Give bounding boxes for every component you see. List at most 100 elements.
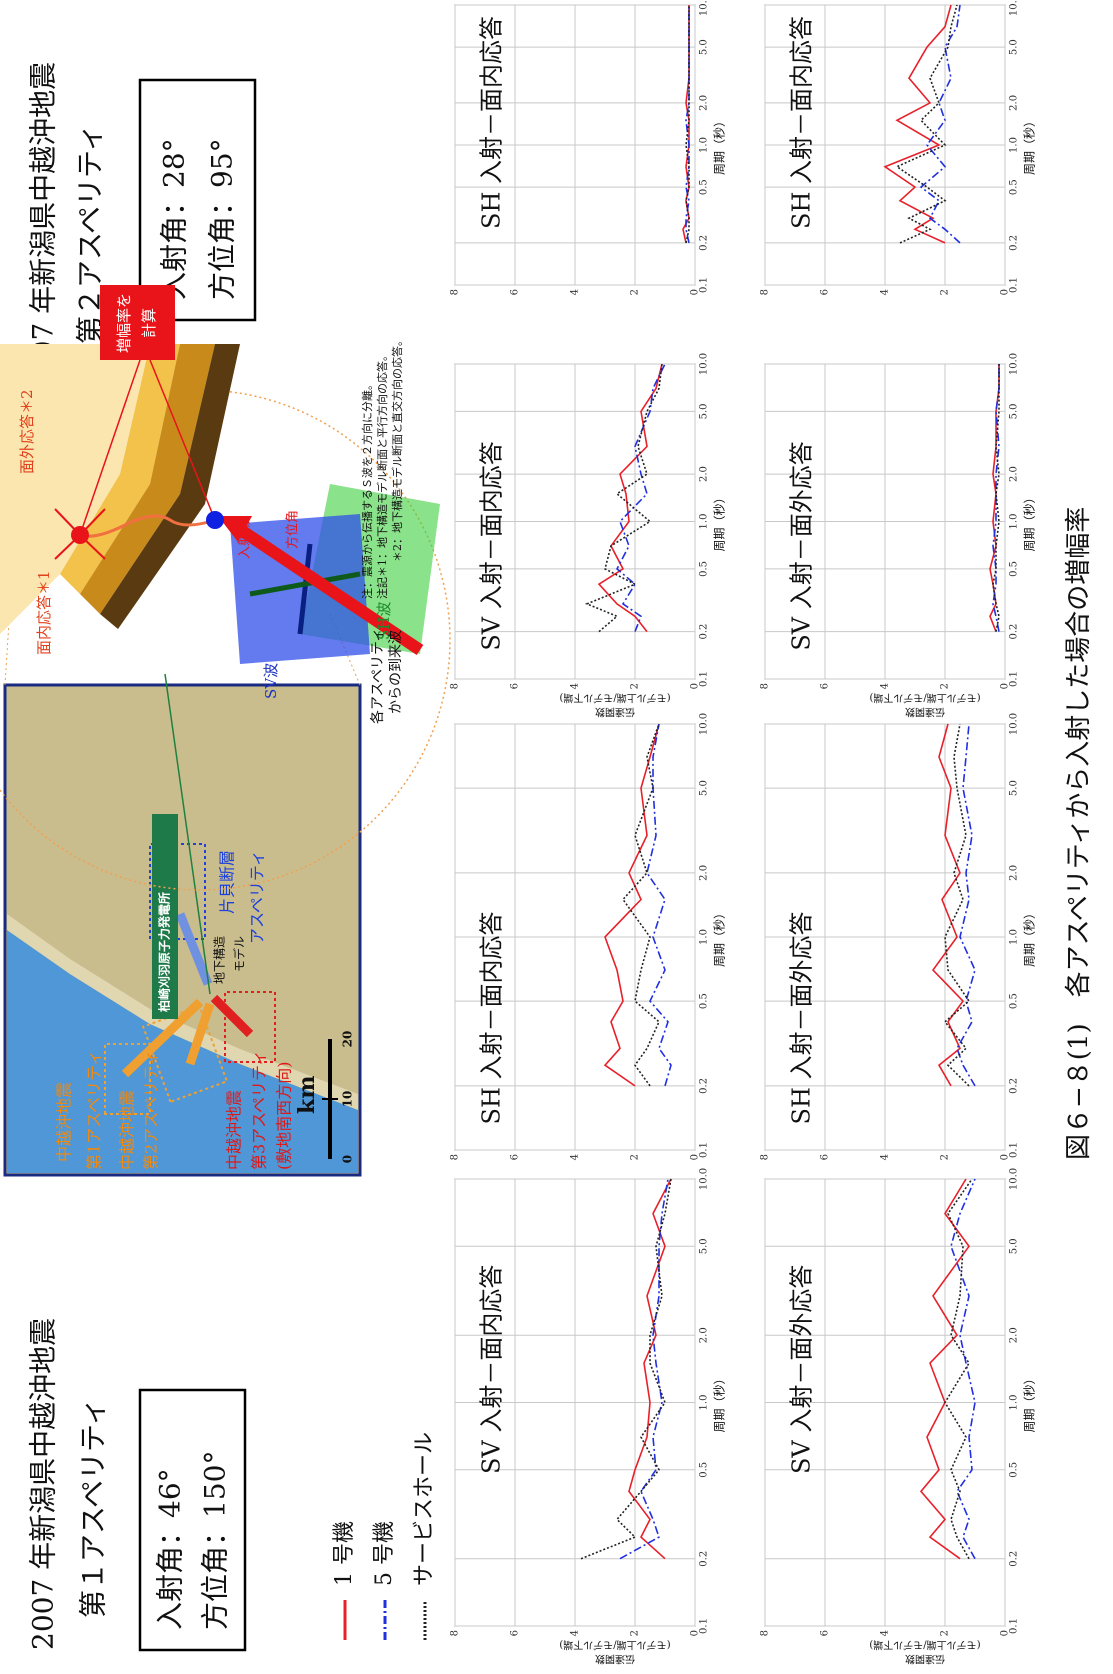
x-tick-label: 0.5 xyxy=(1009,1462,1020,1478)
chart: 0.1 0.2 0.5 1.0 2.0 5.0 10.0 0 2 4 6 8 SH 入射－面外応答 周期（… xyxy=(760,713,1037,1161)
x-axis-label: 周期（秒） xyxy=(713,1372,727,1432)
x-axis-label: 周期（秒） xyxy=(713,115,727,175)
title: 2007 年新潟県中越沖地震 xyxy=(27,62,60,394)
legend-label: 5 号機 xyxy=(372,1521,397,1586)
y-tick-label: 0 xyxy=(690,1154,701,1160)
series-line xyxy=(895,4,958,244)
x-tick-label: 10.0 xyxy=(1009,353,1020,375)
y-tick-label: 6 xyxy=(820,1630,831,1636)
y-tick-label: 0 xyxy=(690,1630,701,1636)
azimuth-label: 方位角 xyxy=(285,510,301,549)
x-tick-label: 2.0 xyxy=(699,95,710,111)
map-label: 片貝断層 xyxy=(218,850,237,914)
x-tick-label: 0.2 xyxy=(699,1551,710,1567)
arrow-1 xyxy=(121,998,204,1078)
y-tick-label: 4 xyxy=(880,1154,891,1160)
series-line xyxy=(992,364,1000,632)
chart: 0.1 0.2 0.5 1.0 2.0 5.0 10.0 0 2 4 6 8 SV 入射－面内応答 周期（… xyxy=(450,353,727,719)
y-tick-label: 4 xyxy=(570,1154,581,1160)
map-label: モデル xyxy=(232,936,247,972)
x-tick-label: 1.0 xyxy=(1009,514,1020,530)
y-tick-label: 0 xyxy=(1000,1630,1011,1636)
series-line xyxy=(992,364,1000,632)
x-tick-label: 0.5 xyxy=(1009,993,1020,1009)
x-tick-label: 1.0 xyxy=(699,514,710,530)
series-line xyxy=(603,723,660,1087)
compute-label: 計算 xyxy=(140,308,158,338)
info-box xyxy=(138,1388,247,1652)
x-tick-label: 5.0 xyxy=(1009,403,1020,419)
series-line xyxy=(950,1178,976,1560)
plant-label: 柏崎刈羽原子力発電所 xyxy=(157,892,172,1012)
x-tick-label: 0.1 xyxy=(699,1142,710,1158)
map-label: 中越沖地震 xyxy=(118,1090,137,1170)
y-tick-label: 6 xyxy=(820,289,831,295)
scale-label: 0 xyxy=(341,1155,355,1163)
y-tick-label: 2 xyxy=(940,1630,951,1636)
in-plane-label: 面内応答＊1 xyxy=(35,570,53,655)
y-tick-label: 6 xyxy=(510,289,521,295)
leader xyxy=(149,359,216,521)
x-tick-label: 2.0 xyxy=(699,865,710,881)
y-tick-label: 6 xyxy=(510,1630,521,1636)
series-line xyxy=(615,363,666,632)
y-axis-label: 伝達関数 xyxy=(905,1653,945,1666)
layer xyxy=(100,344,240,629)
title: 2007 年新潟県中越沖地震 xyxy=(27,1318,60,1650)
compute-box xyxy=(100,285,175,360)
x-tick-label: 10.0 xyxy=(699,1168,710,1190)
x-tick-label: 10.0 xyxy=(1009,713,1020,735)
map-label: 中越沖地震 xyxy=(55,1082,74,1162)
layer xyxy=(0,344,150,634)
x-axis-label: 周期（秒） xyxy=(713,491,727,551)
map-label: 第3アスペリティ xyxy=(250,1050,269,1170)
x-tick-label: 2.0 xyxy=(1009,1327,1020,1343)
chart-title: SH 入射－面外応答 xyxy=(788,911,816,1124)
incidence: 入射角：28° xyxy=(158,138,191,300)
y-tick-label: 0 xyxy=(690,683,701,689)
x-tick-label: 1.0 xyxy=(699,929,710,945)
x-tick-label: 5.0 xyxy=(1009,39,1020,55)
area-1 xyxy=(104,1043,151,1115)
x-tick-label: 0.5 xyxy=(1009,561,1020,577)
x-tick-label: 0.1 xyxy=(699,1618,710,1634)
x-tick-label: 0.2 xyxy=(1009,1078,1020,1094)
x-tick-label: 10.0 xyxy=(1009,0,1020,16)
azimuth: 方位角：150° xyxy=(199,1451,232,1630)
x-tick-label: 2.0 xyxy=(699,466,710,482)
map: 柏崎刈羽原子力発電所 中越沖地震 第1アスペリティ 中越沖地震 第2アスペリティ… xyxy=(3,673,362,1177)
x-tick-label: 0.2 xyxy=(699,1078,710,1094)
chart: 0.1 0.2 0.5 1.0 2.0 5.0 10.0 0 2 4 6 8 SV 入射－面外応答 周期（… xyxy=(760,1168,1037,1666)
x-axis-label: 周期（秒） xyxy=(1023,115,1037,175)
x-tick-label: 0.1 xyxy=(699,671,710,687)
layer xyxy=(60,344,180,594)
y-axis-label: 伝達関数 xyxy=(905,706,945,719)
y-tick-label: 4 xyxy=(570,289,581,295)
x-tick-label: 10.0 xyxy=(699,713,710,735)
y-tick-label: 4 xyxy=(880,1630,891,1636)
x-tick-label: 0.2 xyxy=(699,624,710,640)
subtitle: 第１アスペリティ xyxy=(77,1398,110,1618)
compute-label: 増幅率を xyxy=(115,293,133,353)
map-label: 地下構造 xyxy=(213,936,227,984)
x-tick-label: 5.0 xyxy=(699,403,710,419)
sh-label: SH波 xyxy=(375,602,393,640)
map-label: 第2アスペリティ xyxy=(142,1050,161,1170)
y-axis-label: (モデル上端/モデル下端) xyxy=(869,1639,980,1652)
map-label: 中越沖地震 xyxy=(225,1090,244,1170)
zoom-line xyxy=(4,573,13,686)
y-tick-label: 4 xyxy=(880,683,891,689)
series-line xyxy=(621,723,660,1087)
y-tick-label: 8 xyxy=(450,289,461,295)
y-tick-label: 2 xyxy=(940,683,951,689)
x-tick-label: 0.1 xyxy=(1009,671,1020,687)
note: 注記＊1：地下構造モデル断面と平行方向の応答。 xyxy=(375,350,389,599)
chart-title: SV 入射－面外応答 xyxy=(788,441,816,650)
y-axis-label: (モデル上端/モデル下端) xyxy=(869,692,980,705)
arrival-label: 各アスペリティ xyxy=(370,628,386,724)
y-tick-label: 0 xyxy=(1000,683,1011,689)
chart-title: SH 入射－面内応答 xyxy=(788,16,816,229)
x-tick-label: 0.5 xyxy=(699,993,710,1009)
